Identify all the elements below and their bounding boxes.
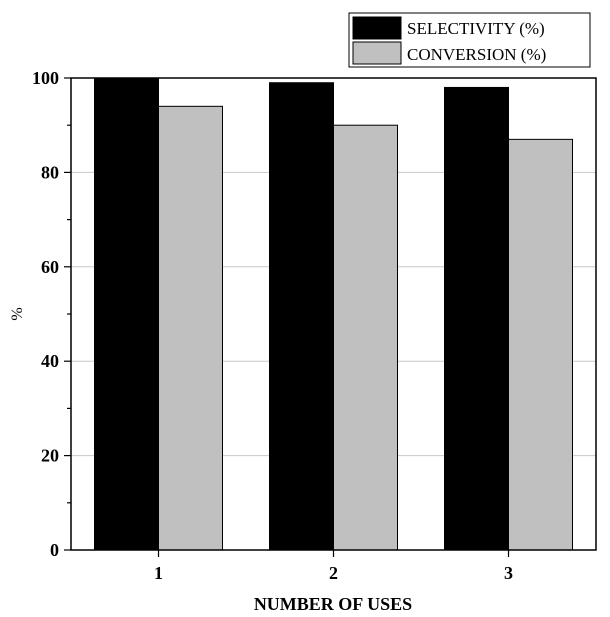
bar-selectivity-1 xyxy=(94,77,159,551)
legend-label-conversion: CONVERSION (%) xyxy=(407,45,546,64)
bar-conversion-1 xyxy=(158,105,223,551)
bar-selectivity-2 xyxy=(269,82,334,551)
legend: SELECTIVITY (%) CONVERSION (%) xyxy=(348,12,591,68)
bar-selectivity-3 xyxy=(444,86,509,551)
y-tick-label-60: 60 xyxy=(41,257,59,277)
x-tick-label-2: 2 xyxy=(329,563,338,583)
x-tick-label-1: 1 xyxy=(154,563,163,583)
bar-conversion-3 xyxy=(508,138,573,551)
legend-swatch-conversion xyxy=(352,41,402,65)
y-tick-label-80: 80 xyxy=(41,162,59,182)
x-axis-title: NUMBER OF USES xyxy=(254,594,412,614)
y-tick-label-40: 40 xyxy=(41,351,59,371)
y-tick-label-20: 20 xyxy=(41,446,59,466)
y-axis-title: % xyxy=(9,307,26,320)
y-axis-ticks: 0 20 40 60 80 100 xyxy=(32,68,71,560)
legend-swatch-selectivity xyxy=(352,16,402,40)
x-axis-ticks: 1 2 3 xyxy=(154,550,513,583)
bars xyxy=(94,77,573,551)
y-tick-label-0: 0 xyxy=(50,540,59,560)
legend-label-selectivity: SELECTIVITY (%) xyxy=(407,19,545,38)
y-tick-label-100: 100 xyxy=(32,68,59,88)
bar-conversion-2 xyxy=(333,124,398,551)
x-tick-label-3: 3 xyxy=(504,563,513,583)
